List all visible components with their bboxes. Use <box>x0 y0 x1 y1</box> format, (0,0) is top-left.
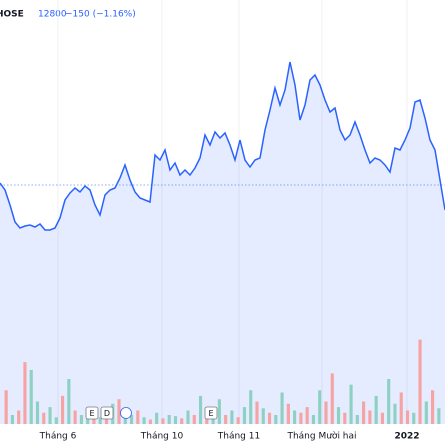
volume-bar <box>380 412 384 424</box>
event-marker <box>100 406 114 420</box>
event-label: E <box>89 409 94 418</box>
volume-bar <box>249 390 253 424</box>
volume-bar <box>393 403 397 424</box>
volume-bar <box>280 392 284 424</box>
change: −150 (−1.16%) <box>65 10 136 20</box>
volume-bar <box>293 410 297 424</box>
volume-bar <box>173 416 178 424</box>
volume-bar <box>399 392 403 424</box>
volume-bar <box>374 395 378 424</box>
volume-bar <box>117 399 121 424</box>
volume-bar <box>387 379 391 424</box>
x-tick-label: Tháng Mười hai <box>286 431 356 442</box>
volume-bar <box>324 401 328 424</box>
volume-bar <box>17 410 21 424</box>
volume-bar <box>437 408 441 424</box>
volume-bar <box>267 412 272 424</box>
x-tick-label: 2022 <box>394 432 419 442</box>
volume-bar <box>129 415 134 424</box>
volume-bar <box>330 373 334 424</box>
volume-bar <box>336 407 341 424</box>
volume-bar <box>418 339 422 424</box>
volume-bar <box>73 410 77 424</box>
volume-bar <box>167 415 171 424</box>
volume-bar <box>242 407 247 424</box>
volume-bar <box>48 407 52 424</box>
x-tick-label: Tháng 6 <box>39 432 77 442</box>
price: 12800 <box>38 10 67 20</box>
volume-bar <box>142 417 146 424</box>
volume-bar <box>286 403 290 424</box>
volume-bar <box>10 415 14 424</box>
volume-bar <box>311 415 316 424</box>
volume-bar <box>79 415 83 424</box>
volume-bar <box>261 408 265 424</box>
volume-bar <box>431 390 435 424</box>
volume-bar <box>318 390 322 424</box>
volume-bar <box>405 410 410 424</box>
volume-bar <box>305 407 309 424</box>
volume-bar <box>198 395 203 424</box>
volume-bar <box>343 412 347 424</box>
volume-bar <box>54 417 58 424</box>
volume-bar <box>255 401 259 424</box>
volume-bar <box>274 415 278 424</box>
event-dot <box>120 407 132 419</box>
volume-bar <box>192 415 196 424</box>
volume-bar <box>362 401 366 424</box>
volume-bar <box>35 401 40 424</box>
volume-bar <box>98 417 102 424</box>
event-label: E <box>208 409 213 418</box>
volume-bar <box>148 419 152 424</box>
volume-bar <box>136 410 140 424</box>
volume-bar <box>412 412 416 424</box>
event-label: D <box>104 409 110 418</box>
volume-bar <box>230 410 234 424</box>
event-marker <box>85 406 99 420</box>
volume-bar <box>424 401 428 424</box>
volume-bar <box>29 370 33 424</box>
price-line <box>0 61 445 231</box>
volume-bar <box>42 412 46 424</box>
volume-bar <box>224 415 228 424</box>
volume-bar <box>67 379 71 424</box>
x-tick-label: Tháng 10 <box>140 432 184 442</box>
volume-bar <box>161 418 165 424</box>
area-fill <box>0 62 445 424</box>
volume-bar <box>368 410 372 424</box>
volume-bar <box>155 412 159 424</box>
event-marker <box>204 406 218 420</box>
volume-bar <box>217 399 221 424</box>
volume-bar <box>23 362 27 424</box>
volume-bar <box>299 412 303 424</box>
volume-bar <box>349 384 353 424</box>
volume-bar <box>180 418 184 424</box>
volume-bar <box>355 415 359 424</box>
x-tick-label: Tháng 11 <box>217 432 260 442</box>
volume-bar <box>236 417 240 424</box>
volume-bar <box>4 390 8 424</box>
exchange: HOSE <box>0 10 24 20</box>
volume-bar <box>186 410 190 424</box>
volume-bar <box>104 418 109 424</box>
volume-bar <box>61 395 65 424</box>
